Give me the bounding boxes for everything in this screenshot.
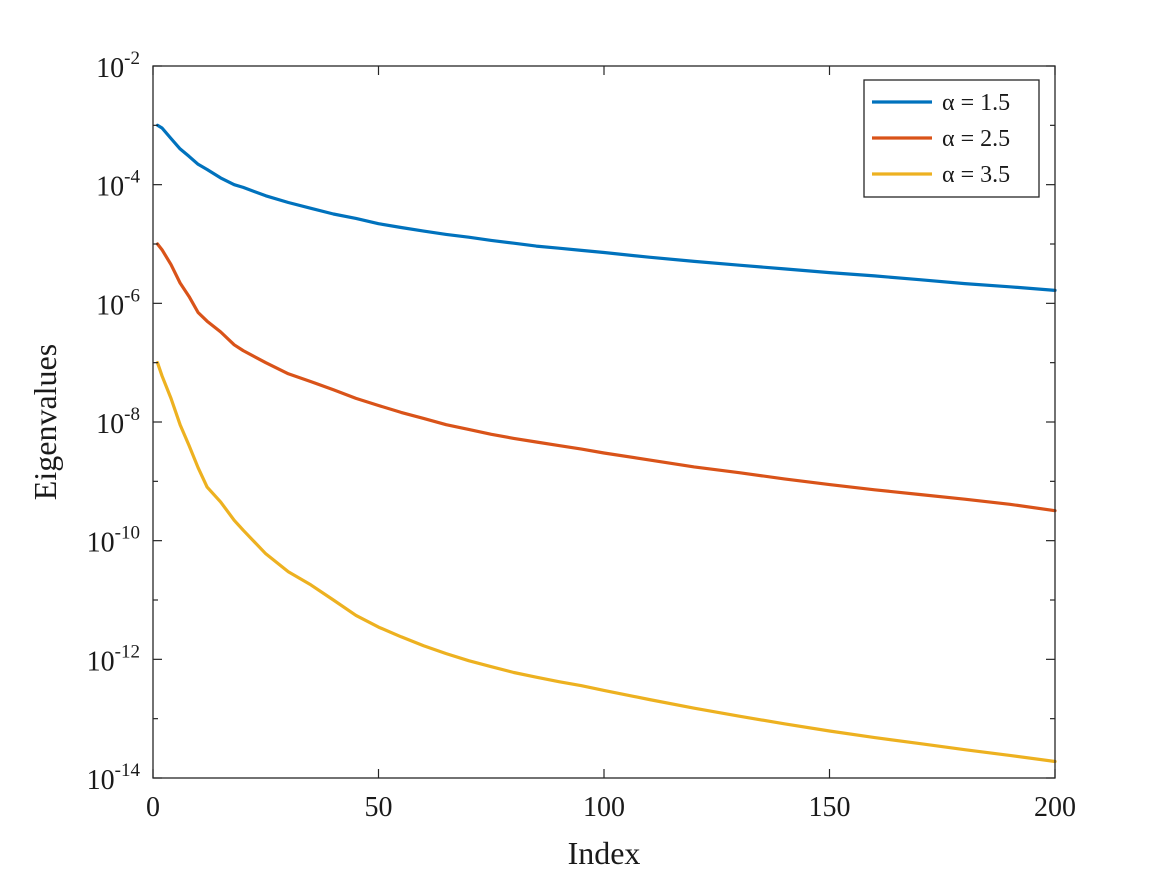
x-axis-title: Index: [568, 835, 641, 871]
x-tick-label: 0: [146, 792, 160, 823]
x-tick-label: 100: [583, 792, 625, 823]
series-layer: [155, 123, 1057, 764]
y-axis-title: Eigenvalues: [27, 344, 63, 500]
y-tick-labels: 10-2 10-4 10-6 10-8 10-10 10-12 10-14: [87, 48, 141, 796]
legend: α = 1.5 α = 2.5 α = 3.5: [863, 79, 1040, 198]
x-tick-label: 200: [1034, 792, 1076, 823]
y-tick-label: 10-6: [96, 285, 140, 321]
x-tick-labels: 0 50 100 150 200: [146, 792, 1076, 823]
x-tick-label: 150: [809, 792, 851, 823]
legend-label-3: α = 3.5: [942, 162, 1010, 188]
y-tick-label: 10-14: [87, 760, 141, 796]
legend-label-2: α = 2.5: [942, 126, 1010, 152]
legend-label-1: α = 1.5: [942, 90, 1010, 116]
y-tick-label: 10-2: [96, 48, 140, 84]
y-tick-label: 10-10: [87, 523, 140, 559]
y-tick-label: 10-4: [96, 167, 140, 203]
y-tick-label: 10-12: [87, 641, 140, 677]
x-tick-label: 50: [365, 792, 393, 823]
series-line-1: [155, 123, 1057, 292]
tick-layer: [152, 65, 1056, 779]
legend-items: α = 1.5 α = 2.5 α = 3.5: [872, 90, 1010, 188]
series-line-2: [155, 242, 1057, 513]
series-line-3: [155, 361, 1057, 764]
y-tick-label: 10-8: [96, 404, 140, 440]
